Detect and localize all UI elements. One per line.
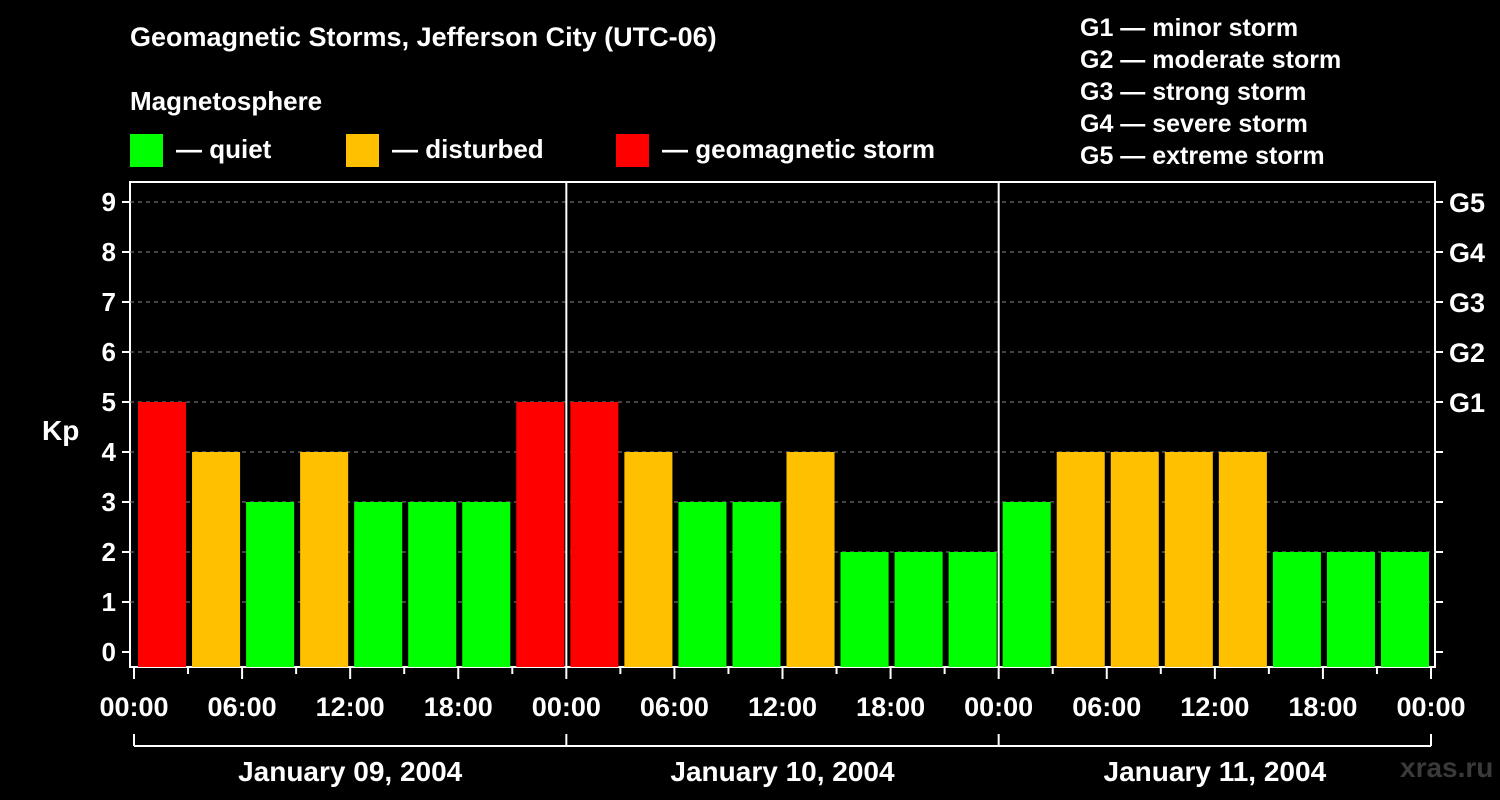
day-label-2: January 11, 2004 xyxy=(1104,756,1327,787)
kp-bar xyxy=(894,552,943,667)
kp-bar xyxy=(246,502,295,667)
x-tick-label-1: 06:00 xyxy=(208,692,277,722)
chart-subtitle: Magnetosphere xyxy=(130,86,323,116)
kp-bar xyxy=(570,402,619,667)
right-axis-label-g3: G3 xyxy=(1449,288,1485,318)
y-tick-label-5: 5 xyxy=(102,387,116,417)
y-axis-label: Kp xyxy=(42,415,79,446)
kp-bar xyxy=(840,552,889,667)
day-label-0: January 09, 2004 xyxy=(238,756,463,787)
x-tick-label-0: 00:00 xyxy=(99,692,168,722)
kp-bar xyxy=(786,452,835,667)
kp-bar xyxy=(354,502,403,667)
right-axis-label-g5: G5 xyxy=(1449,188,1485,218)
kp-bar xyxy=(624,452,673,667)
legend-label-quiet: — quiet xyxy=(176,134,272,164)
y-tick-label-0: 0 xyxy=(102,637,116,667)
kp-bar xyxy=(138,402,187,667)
watermark: xras.ru xyxy=(1400,752,1494,783)
legend-label-disturbed: — disturbed xyxy=(392,134,544,164)
kp-bar xyxy=(462,502,511,667)
legend-swatch-storm xyxy=(616,134,649,167)
legend-swatch-quiet xyxy=(130,134,163,167)
legend-label-storm: — geomagnetic storm xyxy=(662,134,936,164)
kp-bar xyxy=(516,402,565,667)
g-scale-g2: G2 — moderate storm xyxy=(1080,46,1342,74)
chart-title: Geomagnetic Storms, Jefferson City (UTC-… xyxy=(130,22,717,52)
y-tick-label-2: 2 xyxy=(102,537,116,567)
x-tick-label-4: 00:00 xyxy=(532,692,601,722)
kp-bar xyxy=(732,502,781,667)
legend-swatch-disturbed xyxy=(346,134,379,167)
x-tick-label-10: 12:00 xyxy=(1180,692,1249,722)
kp-bar xyxy=(1218,452,1267,667)
x-tick-label-5: 06:00 xyxy=(640,692,709,722)
y-tick-label-3: 3 xyxy=(102,487,116,517)
g-scale-g5: G5 — extreme storm xyxy=(1080,142,1325,170)
kp-bar xyxy=(948,552,997,667)
kp-bar xyxy=(300,452,349,667)
day-label-1: January 10, 2004 xyxy=(670,756,895,787)
right-axis-label-g1: G1 xyxy=(1449,388,1485,418)
kp-bar xyxy=(1056,452,1105,667)
right-axis-label-g4: G4 xyxy=(1449,238,1485,268)
g-scale-g3: G3 — strong storm xyxy=(1080,78,1307,106)
kp-bar xyxy=(1272,552,1321,667)
kp-bar xyxy=(1326,552,1375,667)
kp-bar xyxy=(192,452,241,667)
kp-bar xyxy=(1002,502,1051,667)
kp-bar xyxy=(1164,452,1213,667)
kp-bar xyxy=(1110,452,1159,667)
g-scale-g1: G1 — minor storm xyxy=(1080,14,1299,42)
right-axis-label-g2: G2 xyxy=(1449,338,1485,368)
y-tick-label-1: 1 xyxy=(102,587,116,617)
y-tick-label-9: 9 xyxy=(102,187,116,217)
x-tick-label-3: 18:00 xyxy=(424,692,493,722)
x-tick-label-6: 12:00 xyxy=(748,692,817,722)
x-tick-label-8: 00:00 xyxy=(964,692,1033,722)
y-tick-label-6: 6 xyxy=(102,337,116,367)
kp-bar xyxy=(678,502,727,667)
x-tick-label-12: 00:00 xyxy=(1396,692,1465,722)
y-tick-label-8: 8 xyxy=(102,237,116,267)
kp-bar xyxy=(1380,552,1429,667)
kp-bar xyxy=(408,502,457,667)
x-tick-label-9: 06:00 xyxy=(1072,692,1141,722)
x-tick-label-11: 18:00 xyxy=(1288,692,1357,722)
y-tick-label-7: 7 xyxy=(102,287,116,317)
g-scale-g4: G4 — severe storm xyxy=(1080,110,1308,138)
x-tick-label-7: 18:00 xyxy=(856,692,925,722)
y-tick-label-4: 4 xyxy=(102,437,117,467)
x-tick-label-2: 12:00 xyxy=(316,692,385,722)
